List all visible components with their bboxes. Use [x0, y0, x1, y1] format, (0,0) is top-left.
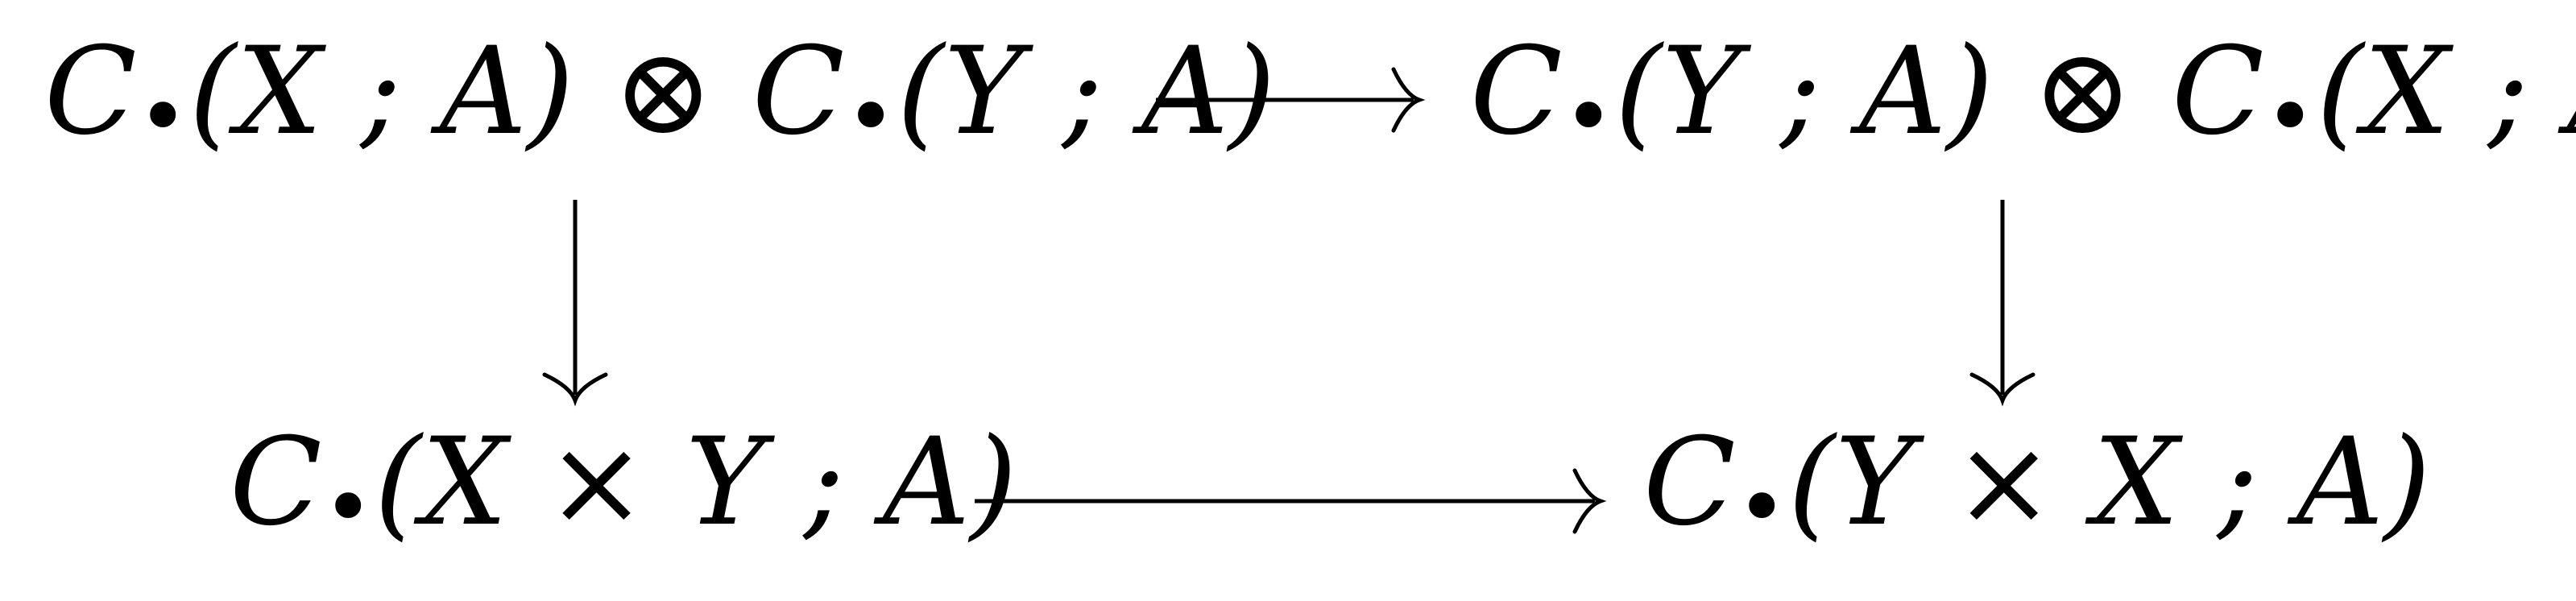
- node-bottom-right-c: C: [1643, 412, 1736, 553]
- node-bottom-left-c: C: [230, 412, 322, 553]
- node-bottom-right-bullet: •: [1736, 456, 1788, 559]
- node-top-left: C•(X ; A) ⊗ C•(Y ; A): [44, 22, 1276, 168]
- node-top-left-bullet2: •: [845, 65, 897, 168]
- node-top-right-arg2: (X ; A): [2317, 22, 2576, 162]
- arrow-bottom: [975, 468, 1607, 534]
- arrow-right-down: [1969, 200, 2036, 407]
- svg-text:C•(X ; A) ⊗ C•(Y ; A): C•(X ; A) ⊗ C•(Y ; A): [44, 22, 1276, 168]
- arrow-top: [1156, 67, 1426, 133]
- node-top-right-tensor: ⊗: [1994, 22, 2172, 162]
- node-bottom-left: C•(X × Y ; A): [230, 412, 1017, 559]
- node-bottom-left-bullet: •: [322, 456, 375, 559]
- node-top-left-c1: C: [44, 22, 137, 162]
- svg-text:C•(Y × X ; A): C•(Y × X ; A): [1643, 412, 2431, 559]
- node-top-left-bullet1: •: [137, 65, 189, 168]
- node-top-right: C•(Y ; A) ⊗ C•(X ; A): [1470, 22, 2576, 168]
- node-top-right-arg1: (Y ; A): [1615, 22, 1994, 162]
- node-top-right-bullet1: •: [1563, 65, 1615, 168]
- node-bottom-left-arg: (X × Y ; A): [375, 412, 1017, 553]
- node-bottom-right: C•(Y × X ; A): [1643, 412, 2431, 559]
- node-top-left-arg1: (X ; A): [189, 22, 574, 162]
- node-top-left-arg2: (Y ; A): [897, 22, 1275, 162]
- svg-text:C•(X × Y ; A): C•(X × Y ; A): [230, 412, 1017, 559]
- node-top-left-tensor: ⊗: [574, 22, 752, 162]
- svg-text:C•(Y ; A) ⊗ C•(X ; A): C•(Y ; A) ⊗ C•(X ; A): [1470, 22, 2576, 168]
- node-top-right-bullet2: •: [2264, 65, 2317, 168]
- node-top-left-c2: C: [752, 22, 845, 162]
- node-top-right-c1: C: [1470, 22, 1563, 162]
- arrow-left-down: [542, 200, 608, 407]
- node-bottom-right-arg: (Y × X ; A): [1788, 412, 2431, 553]
- node-top-right-c2: C: [2172, 22, 2264, 162]
